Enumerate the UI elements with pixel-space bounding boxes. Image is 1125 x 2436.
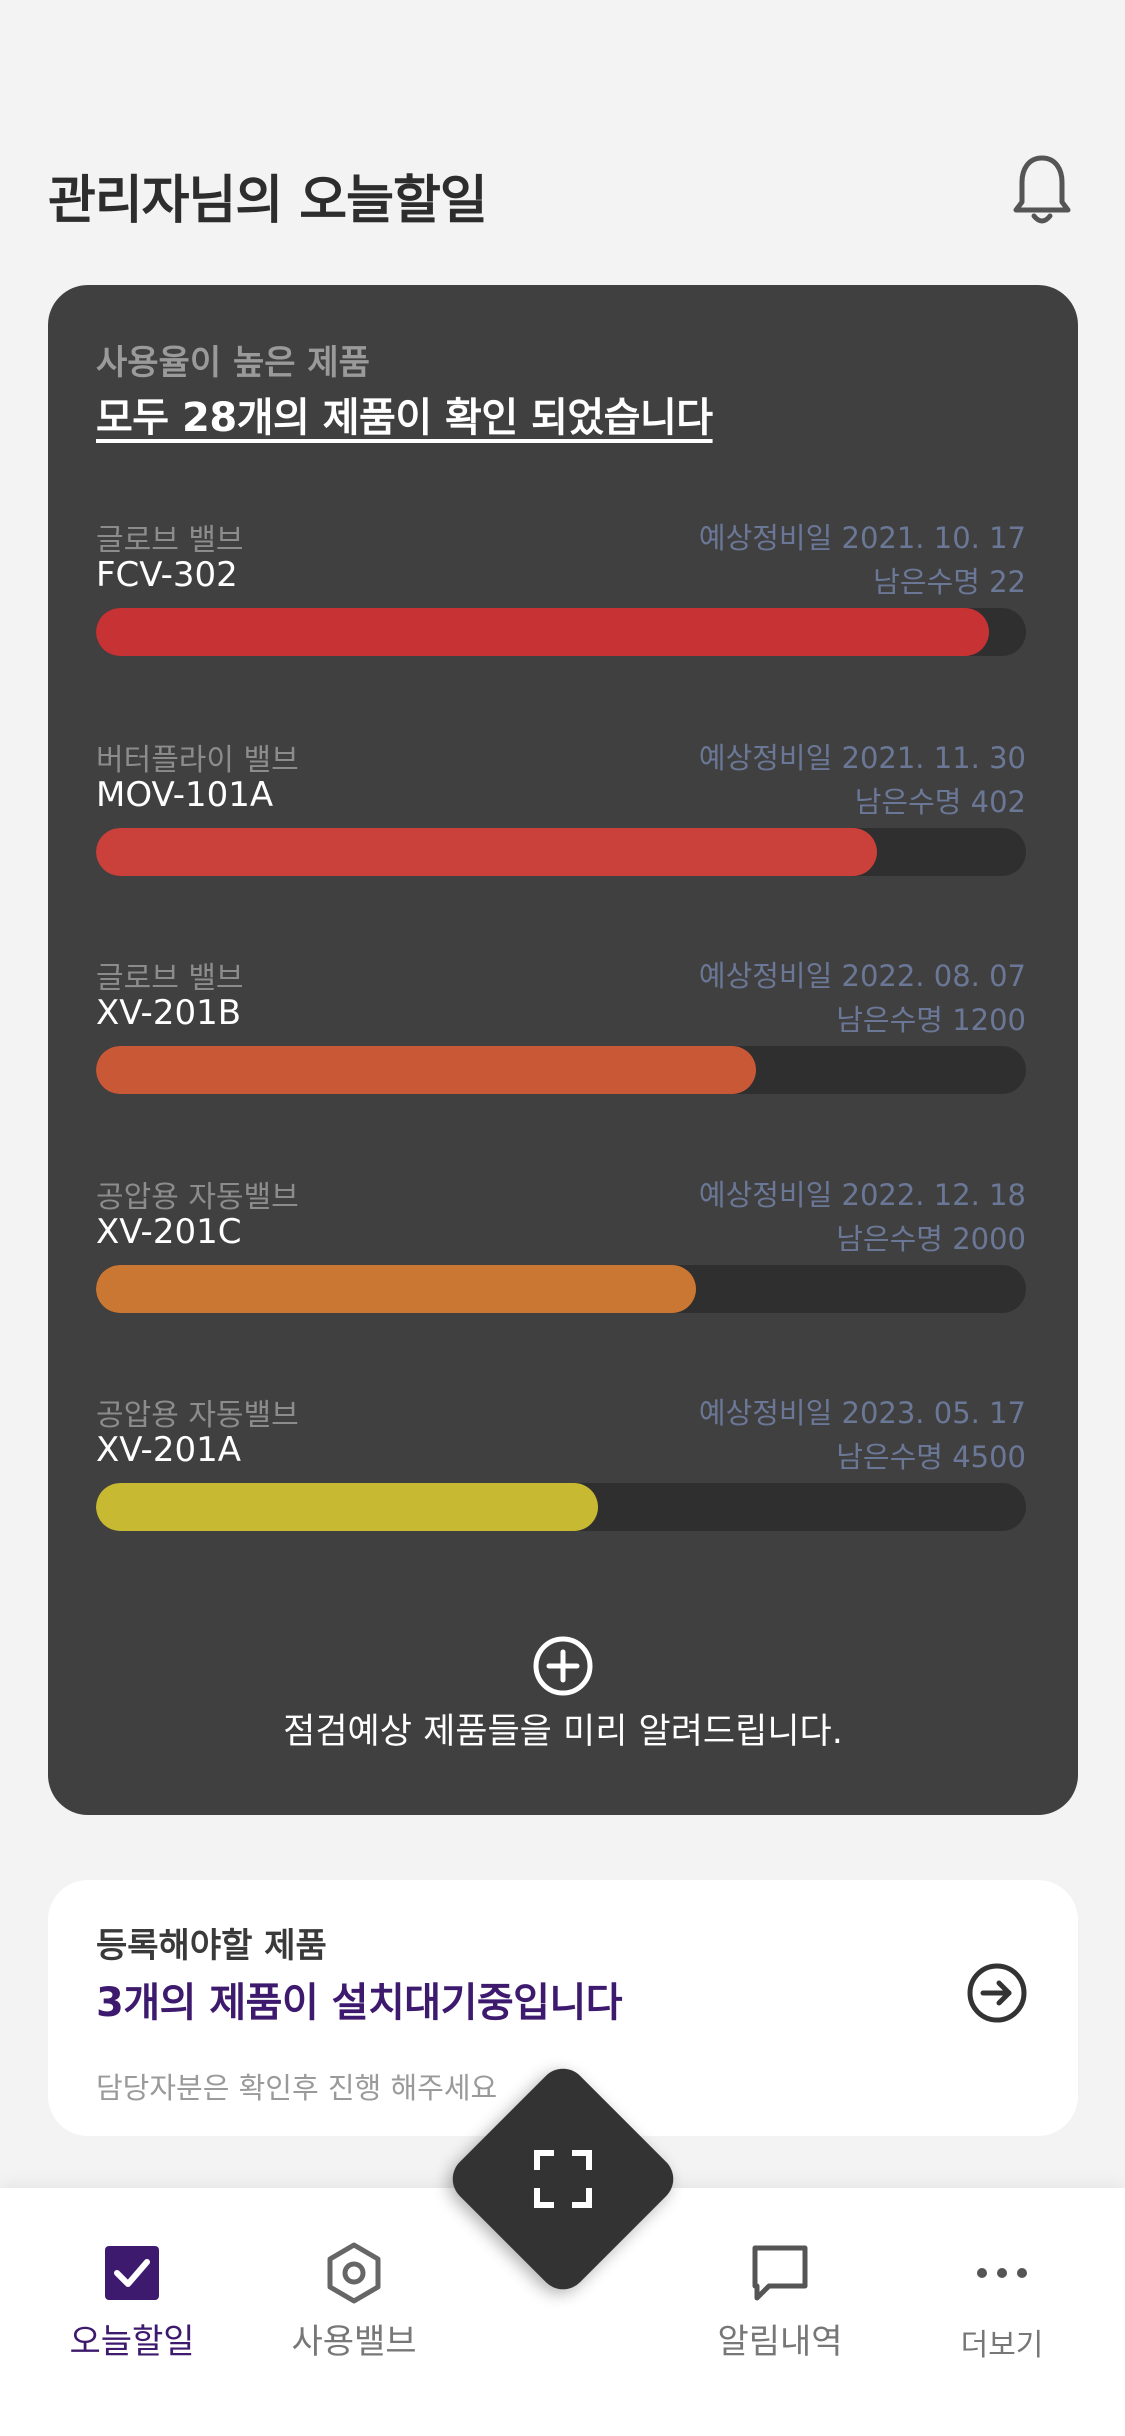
nav-alerts-label: 알림내역 xyxy=(717,2322,843,2362)
valve-due-date: 예상정비일 2021. 11. 30 xyxy=(698,741,1026,775)
valve-code: XV-201B xyxy=(96,993,242,1033)
valve-category: 공압용 자동밸브 xyxy=(96,1398,299,1433)
nav-alerts[interactable]: 알림내역 xyxy=(670,2188,890,2436)
hex-nut-icon xyxy=(327,2242,381,2304)
valve-due-date: 예상정비일 2022. 12. 18 xyxy=(698,1178,1026,1212)
valve-due-date: 예상정비일 2022. 08. 07 xyxy=(698,959,1026,993)
more-dots-icon xyxy=(977,2268,1027,2278)
register-card-title: 등록해야할 제품 xyxy=(96,1926,327,1966)
valve-item[interactable]: 버터플라이 밸브 MOV-101A 예상정비일 2021. 11. 30 남은수… xyxy=(96,735,1026,895)
bell-icon[interactable] xyxy=(1010,152,1074,232)
valve-remaining-life: 남은수명 4500 xyxy=(836,1440,1026,1474)
valve-remaining-life: 남은수명 22 xyxy=(873,565,1026,599)
valve-due-date: 예상정비일 2021. 10. 17 xyxy=(698,521,1026,555)
valve-category: 글로브 밸브 xyxy=(96,961,244,996)
usage-bar-fill xyxy=(96,1265,696,1313)
usage-bar-track xyxy=(96,1483,1026,1531)
valve-code: MOV-101A xyxy=(96,775,274,815)
usage-card-subtitle: 사용율이 높은 제품 xyxy=(96,343,370,383)
register-card-note: 담당자분은 확인후 진행 해주세요 xyxy=(96,2071,498,2105)
valve-item[interactable]: 글로브 밸브 XV-201B 예상정비일 2022. 08. 07 남은수명 1… xyxy=(96,953,1026,1113)
checkbox-icon xyxy=(105,2246,159,2300)
nav-more-label: 더보기 xyxy=(960,2328,1044,2363)
usage-bar-track xyxy=(96,1265,1026,1313)
scan-frame-icon xyxy=(534,2150,592,2208)
usage-bar-fill xyxy=(96,608,989,656)
bottom-nav: 오늘할일 사용밸브 알림내역 더보기 xyxy=(0,2188,1125,2436)
valve-category: 공압용 자동밸브 xyxy=(96,1180,299,1215)
usage-bar-track xyxy=(96,608,1026,656)
valve-category: 글로브 밸브 xyxy=(96,523,244,558)
nav-today-label: 오늘할일 xyxy=(69,2322,195,2362)
page-title: 관리자님의 오늘할일 xyxy=(48,171,488,231)
register-card-headline: 3개의 제품이 설치대기중입니다 xyxy=(96,1980,623,2026)
usage-card-headline[interactable]: 모두 28개의 제품이 확인 되었습니다 xyxy=(96,395,713,441)
nav-more[interactable]: 더보기 xyxy=(892,2188,1112,2436)
valve-code: XV-201A xyxy=(96,1430,241,1470)
usage-bar-fill xyxy=(96,828,878,876)
valve-remaining-life: 남은수명 2000 xyxy=(836,1222,1026,1256)
usage-bar-fill xyxy=(96,1046,757,1094)
valve-item[interactable]: 공압용 자동밸브 XV-201C 예상정비일 2022. 12. 18 남은수명… xyxy=(96,1172,1026,1332)
nav-today[interactable]: 오늘할일 xyxy=(22,2188,242,2436)
valve-remaining-life: 남은수명 402 xyxy=(854,785,1026,819)
valve-code: FCV-302 xyxy=(96,555,238,595)
valve-category: 버터플라이 밸브 xyxy=(96,743,299,778)
valve-due-date: 예상정비일 2023. 05. 17 xyxy=(698,1396,1026,1430)
arrow-right-circle-icon[interactable] xyxy=(966,1962,1028,2024)
usage-bar-track xyxy=(96,1046,1026,1094)
chat-bubble-icon xyxy=(752,2245,808,2301)
usage-bar-fill xyxy=(96,1483,599,1531)
usage-card-footer: 점검예상 제품들을 미리 알려드립니다. xyxy=(283,1712,843,1752)
plus-circle-icon[interactable] xyxy=(532,1635,594,1697)
valve-item[interactable]: 글로브 밸브 FCV-302 예상정비일 2021. 10. 17 남은수명 2… xyxy=(96,515,1026,675)
valve-item[interactable]: 공압용 자동밸브 XV-201A 예상정비일 2023. 05. 17 남은수명… xyxy=(96,1390,1026,1550)
valve-remaining-life: 남은수명 1200 xyxy=(836,1003,1026,1037)
usage-bar-track xyxy=(96,828,1026,876)
nav-valves[interactable]: 사용밸브 xyxy=(244,2188,464,2436)
usage-card: 사용율이 높은 제품 모두 28개의 제품이 확인 되었습니다 글로브 밸브 F… xyxy=(48,285,1078,1815)
nav-valves-label: 사용밸브 xyxy=(291,2322,417,2362)
valve-code: XV-201C xyxy=(96,1212,242,1252)
